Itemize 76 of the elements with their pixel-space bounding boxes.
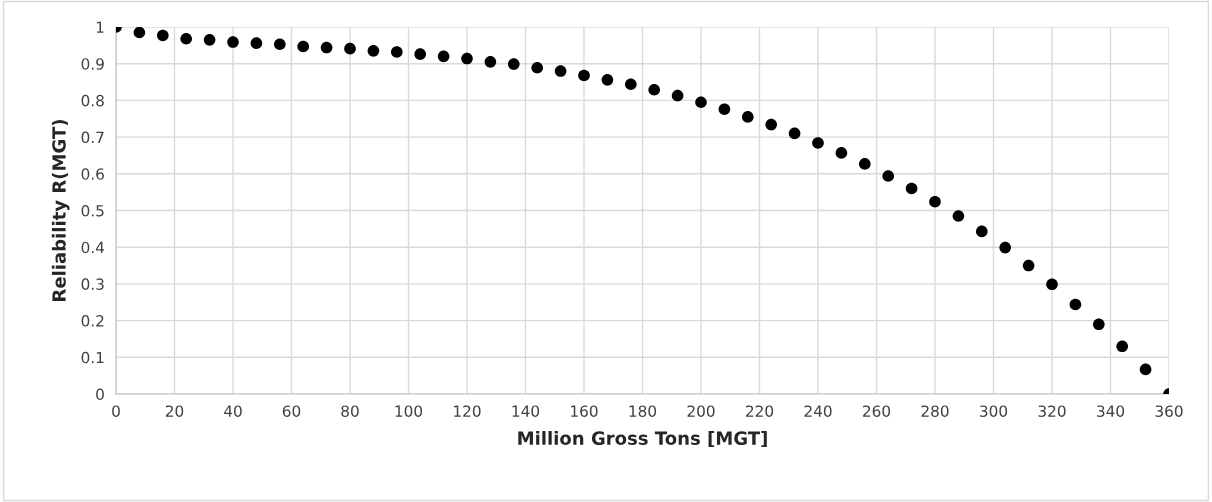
x-tick-label: 300: [980, 405, 1008, 417]
point: [1139, 363, 1152, 376]
x-tick-label: 0: [112, 405, 120, 417]
point: [999, 241, 1012, 254]
y-tick-label: 0: [96, 388, 104, 401]
point: [1022, 259, 1035, 272]
point: [344, 42, 356, 55]
point: [1046, 278, 1058, 291]
x-tick-label: 80: [341, 405, 359, 417]
point: [765, 118, 778, 131]
x-tick-label: 60: [282, 405, 301, 417]
y-tick-label: 0.5: [81, 204, 104, 217]
x-tick-label: 280: [921, 405, 949, 417]
point: [624, 78, 637, 91]
point: [1116, 340, 1129, 353]
point: [671, 89, 684, 102]
point: [648, 83, 661, 96]
point: [1092, 318, 1105, 331]
point: [437, 50, 450, 63]
x-tick-label: 220: [746, 405, 774, 417]
x-tick-label: 140: [512, 405, 540, 417]
point: [695, 96, 707, 109]
point: [578, 69, 590, 82]
point: [390, 46, 403, 58]
point: [858, 158, 871, 170]
x-tick-label: 260: [863, 405, 891, 417]
point: [788, 127, 801, 140]
point: [507, 58, 520, 70]
point: [718, 103, 731, 116]
point: [554, 65, 567, 77]
point: [484, 56, 497, 68]
point: [250, 37, 263, 49]
x-tick-label: 180: [629, 405, 657, 417]
point: [531, 61, 544, 74]
point: [461, 52, 473, 65]
y-tick-label: 0.4: [81, 241, 105, 254]
x-tick-label: 160: [571, 405, 598, 417]
x-axis-title: Million Gross Tons [MGT]: [518, 431, 767, 448]
x-tick-label: 120: [454, 405, 481, 417]
y-axis-title: Reliability R(MGT): [51, 120, 70, 301]
point: [227, 36, 239, 48]
y-tick-label: 0.9: [81, 58, 104, 70]
point: [601, 74, 614, 86]
point: [975, 225, 988, 238]
x-tick-label: 40: [224, 405, 242, 417]
point: [320, 41, 333, 54]
x-tick-label: 240: [804, 405, 832, 417]
point: [133, 27, 146, 39]
x-tick-label: 100: [395, 405, 423, 417]
point: [882, 170, 895, 182]
point: [741, 111, 754, 123]
y-tick-label: 0.7: [81, 131, 104, 144]
y-tick-label: 0.2: [81, 315, 104, 327]
point: [297, 40, 310, 53]
point: [414, 48, 427, 60]
x-tick-label: 200: [687, 405, 715, 417]
point: [812, 137, 824, 149]
point: [952, 210, 965, 222]
y-tick-label: 1: [96, 21, 104, 33]
x-tick-label: 340: [1097, 405, 1125, 417]
x-tick-label: 360: [1155, 405, 1183, 417]
x-tick-label: 20: [165, 405, 184, 417]
point: [203, 34, 216, 46]
point: [367, 45, 380, 57]
point: [835, 147, 848, 159]
point: [273, 38, 286, 51]
point: [180, 32, 193, 45]
y-tick-label: 0.1: [81, 351, 104, 364]
y-tick-label: 0.6: [81, 168, 104, 180]
point: [1069, 298, 1082, 311]
y-tick-label: 0.3: [81, 278, 104, 290]
point: [156, 29, 169, 42]
point: [929, 195, 941, 208]
y-tick-label: 0.8: [81, 94, 104, 107]
point: [905, 182, 918, 195]
x-tick-label: 320: [1038, 405, 1066, 417]
